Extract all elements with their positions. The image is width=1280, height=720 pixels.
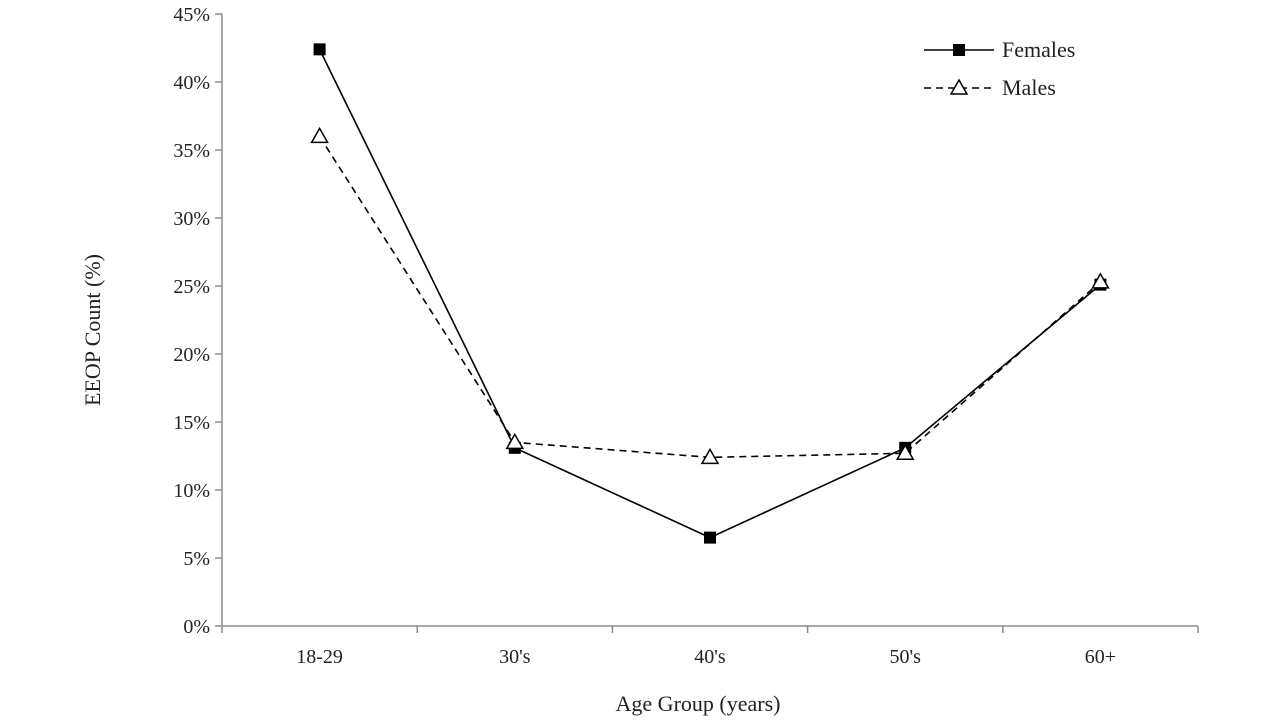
y-tick-label: 25% [173,276,210,298]
data-point-females [313,43,326,56]
legend-label: Females [1002,37,1075,62]
y-tick-label: 0% [183,616,210,638]
legend: Females Males [924,37,1075,100]
series-line-males [318,135,1101,459]
y-tick-label: 10% [173,480,210,502]
data-point-males [1091,272,1110,289]
x-tick-label: 18-29 [296,646,343,668]
data-point-females [704,531,716,544]
series-layer [310,43,1110,544]
legend-marker [949,78,969,95]
y-axis-title: EEOP Count (%) [80,254,105,406]
data-point-males [895,443,915,461]
x-tick-label: 50's [890,646,922,668]
series-males [310,126,1110,465]
x-tick-label: 40's [694,646,726,668]
x-axis-title: Age Group (years) [616,691,781,716]
axes-layer: 0% 5% 10% 15% 20% 25% 30% 35% 40% 45% 18-29 30's 40'… [173,4,1199,668]
legend-item-males: Males [924,75,1056,100]
y-tick-label: 30% [173,208,210,230]
data-point-males [700,447,720,465]
y-tick-label: 20% [173,344,210,366]
x-tick-label: 60+ [1085,646,1116,668]
series-females [313,43,1107,544]
series-line-females [318,49,1101,539]
legend-label: Males [1002,75,1056,100]
y-tick-label: 15% [173,412,210,434]
legend-item-females: Females [924,37,1075,62]
data-point-males [310,126,329,144]
x-tick-label: 30's [499,646,531,668]
y-tick-label: 5% [183,548,210,570]
data-point-males [505,432,525,450]
y-tick-label: 40% [173,72,210,94]
y-tick-label: 45% [173,4,210,26]
legend-marker [953,44,965,56]
y-tick-label: 35% [173,140,210,162]
